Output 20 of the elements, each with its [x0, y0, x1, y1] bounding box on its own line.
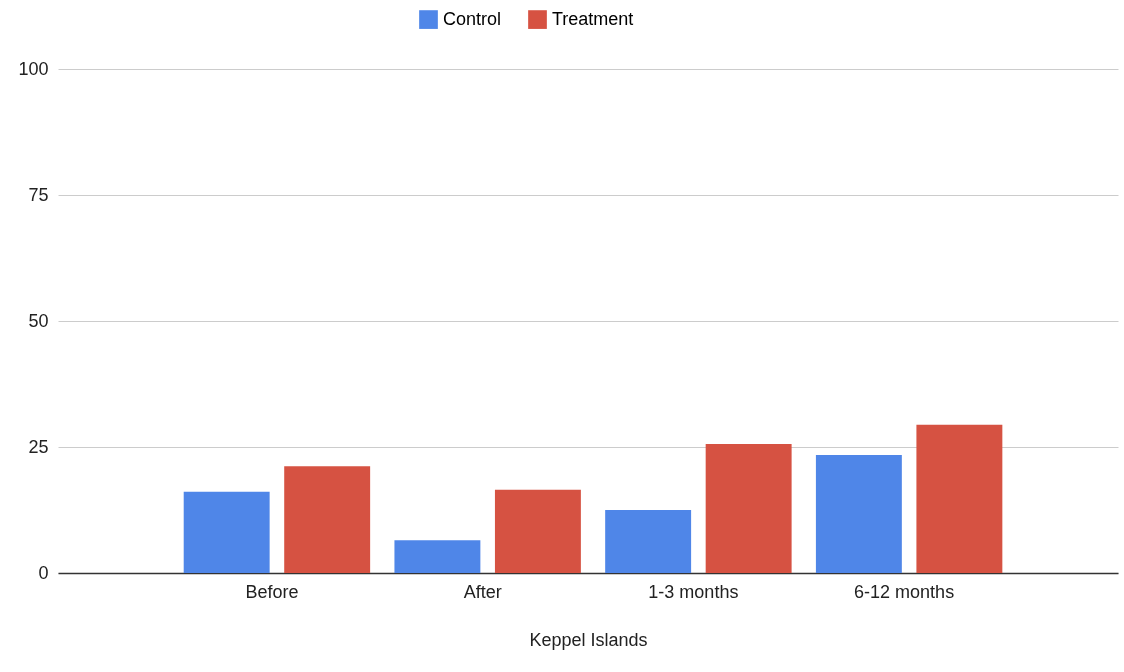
bar — [183, 491, 270, 573]
x-tick-label: 1-3 months — [648, 581, 739, 602]
y-tick-label: 75 — [28, 184, 49, 205]
y-tick-label: 25 — [28, 436, 49, 457]
bar — [394, 540, 481, 573]
y-tick-label: 0 — [38, 562, 49, 583]
bar — [284, 466, 371, 573]
y-tick-label: 100 — [18, 58, 49, 79]
legend-label: Treatment — [552, 8, 634, 29]
bar — [605, 510, 692, 573]
y-tick-label: 50 — [28, 310, 49, 331]
x-tick-label: After — [463, 581, 502, 602]
bar — [705, 443, 792, 573]
bar — [494, 489, 581, 573]
x-tick-label: 6-12 months — [854, 581, 955, 602]
x-axis-title: Keppel Islands — [529, 629, 648, 650]
bar — [815, 455, 902, 573]
x-tick-label: Before — [245, 581, 299, 602]
bar — [916, 424, 1003, 573]
legend-label: Control — [443, 8, 502, 29]
